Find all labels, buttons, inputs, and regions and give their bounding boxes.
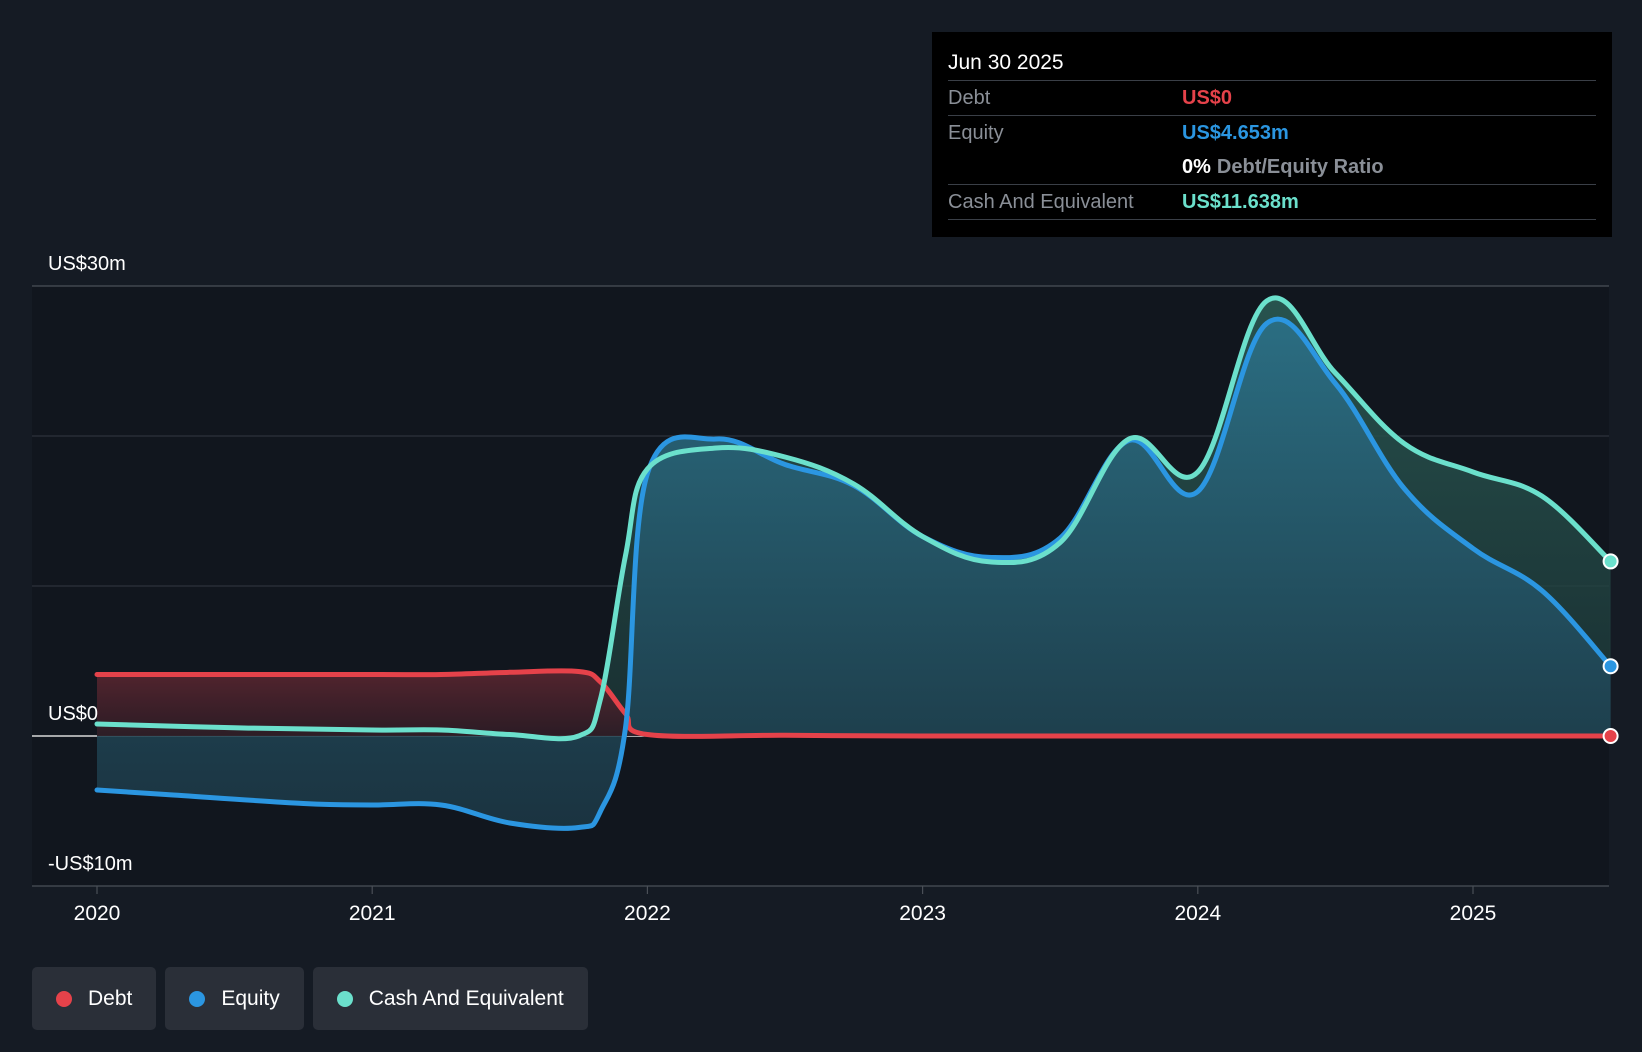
legend-item-equity[interactable]: Equity	[165, 967, 304, 1030]
legend-dot-equity-icon	[189, 990, 206, 1007]
tooltip-panel: Jun 30 2025 Debt US$0 Equity US$4.653m 0…	[932, 32, 1612, 237]
tooltip-row-equity: Equity US$4.653m	[948, 116, 1596, 150]
equity-end-point[interactable]	[1602, 658, 1619, 675]
cash-line	[94, 295, 1614, 742]
legend-dot-cash-icon	[336, 990, 353, 1007]
legend-item-debt[interactable]: Debt	[32, 967, 157, 1030]
tooltip-debt-label: Debt	[948, 87, 991, 109]
legend-dot-debt-icon	[56, 990, 72, 1007]
x-tick-label-2023: 2023	[899, 902, 946, 925]
legend-label-equity: Equity	[221, 986, 280, 1010]
x-tick-label-2021: 2021	[349, 902, 396, 925]
tooltip-debt-value: US$0	[1182, 87, 1233, 109]
legend-label-debt: Debt	[88, 986, 133, 1010]
legend-label-cash: Cash And Equivalent	[368, 986, 564, 1010]
tooltip-equity-label: Equity	[948, 122, 1004, 144]
tooltip-row-cash: Cash And Equivalent US$11.638m	[948, 185, 1596, 220]
x-tick-label-2020: 2020	[74, 902, 121, 925]
axis-labels: US$30m US$0 -US$10m 2020 2021 2022 2023 2024 202…	[48, 253, 1496, 925]
tooltip-ratio-value: 0%	[1182, 156, 1211, 178]
tooltip-cash-value: US$11.638m	[1182, 191, 1299, 213]
debt-area	[97, 670, 1611, 737]
tooltip-cash-label: Cash And Equivalent	[948, 191, 1134, 213]
tooltip-ratio-spacer	[948, 150, 1182, 184]
debt-line	[94, 668, 1614, 739]
x-tick-label-2024: 2024	[1174, 902, 1221, 925]
tooltip-row-debt: Debt US$0	[948, 81, 1596, 116]
chart-legend: Debt Equity Cash And Equivalent	[32, 967, 588, 1030]
y-label-zero: US$0	[48, 703, 98, 725]
equity-area	[97, 319, 1611, 829]
tooltip-ratio-label: Debt/Equity Ratio	[1216, 156, 1384, 178]
y-label-bottom: -US$10m	[48, 853, 132, 875]
series-end-dots	[1602, 553, 1619, 744]
tooltip-date: Jun 30 2025	[948, 46, 1596, 81]
tooltip-row-ratio: 0% Debt/Equity Ratio	[948, 150, 1596, 185]
debt-end-point[interactable]	[1602, 728, 1619, 744]
legend-item-cash[interactable]: Cash And Equivalent	[312, 967, 588, 1030]
series-lines	[94, 295, 1614, 831]
x-tick-label-2025: 2025	[1450, 902, 1497, 925]
tooltip-equity-value: US$4.653m	[1182, 122, 1289, 144]
y-label-top: US$30m	[48, 253, 126, 275]
x-tick-label-2022: 2022	[624, 902, 671, 925]
cash-end-point[interactable]	[1602, 553, 1619, 570]
